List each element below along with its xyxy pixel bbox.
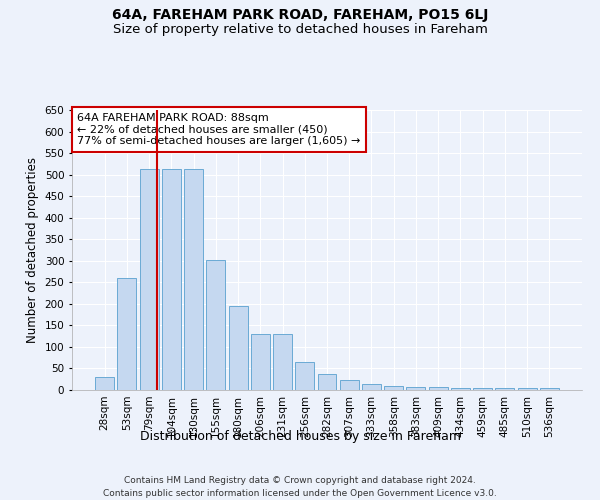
Bar xyxy=(362,384,381,390)
Bar xyxy=(429,388,448,390)
Bar xyxy=(229,306,248,390)
Bar xyxy=(496,388,514,390)
Bar xyxy=(451,388,470,390)
Bar xyxy=(118,278,136,390)
Bar xyxy=(295,362,314,390)
Bar xyxy=(251,334,270,390)
Bar xyxy=(317,374,337,390)
Bar xyxy=(184,170,203,390)
Bar xyxy=(140,170,158,390)
Text: Distribution of detached houses by size in Fareham: Distribution of detached houses by size … xyxy=(139,430,461,443)
Text: Size of property relative to detached houses in Fareham: Size of property relative to detached ho… xyxy=(113,22,487,36)
Text: 64A FAREHAM PARK ROAD: 88sqm
← 22% of detached houses are smaller (450)
77% of s: 64A FAREHAM PARK ROAD: 88sqm ← 22% of de… xyxy=(77,113,361,146)
Bar xyxy=(406,386,425,390)
Bar xyxy=(518,388,536,390)
Bar xyxy=(540,388,559,390)
Text: Contains HM Land Registry data © Crown copyright and database right 2024.
Contai: Contains HM Land Registry data © Crown c… xyxy=(103,476,497,498)
Bar xyxy=(340,380,359,390)
Bar xyxy=(162,170,181,390)
Bar xyxy=(384,386,403,390)
Bar xyxy=(206,260,225,390)
Text: 64A, FAREHAM PARK ROAD, FAREHAM, PO15 6LJ: 64A, FAREHAM PARK ROAD, FAREHAM, PO15 6L… xyxy=(112,8,488,22)
Bar xyxy=(273,334,292,390)
Bar xyxy=(95,377,114,390)
Y-axis label: Number of detached properties: Number of detached properties xyxy=(26,157,39,343)
Bar xyxy=(473,388,492,390)
